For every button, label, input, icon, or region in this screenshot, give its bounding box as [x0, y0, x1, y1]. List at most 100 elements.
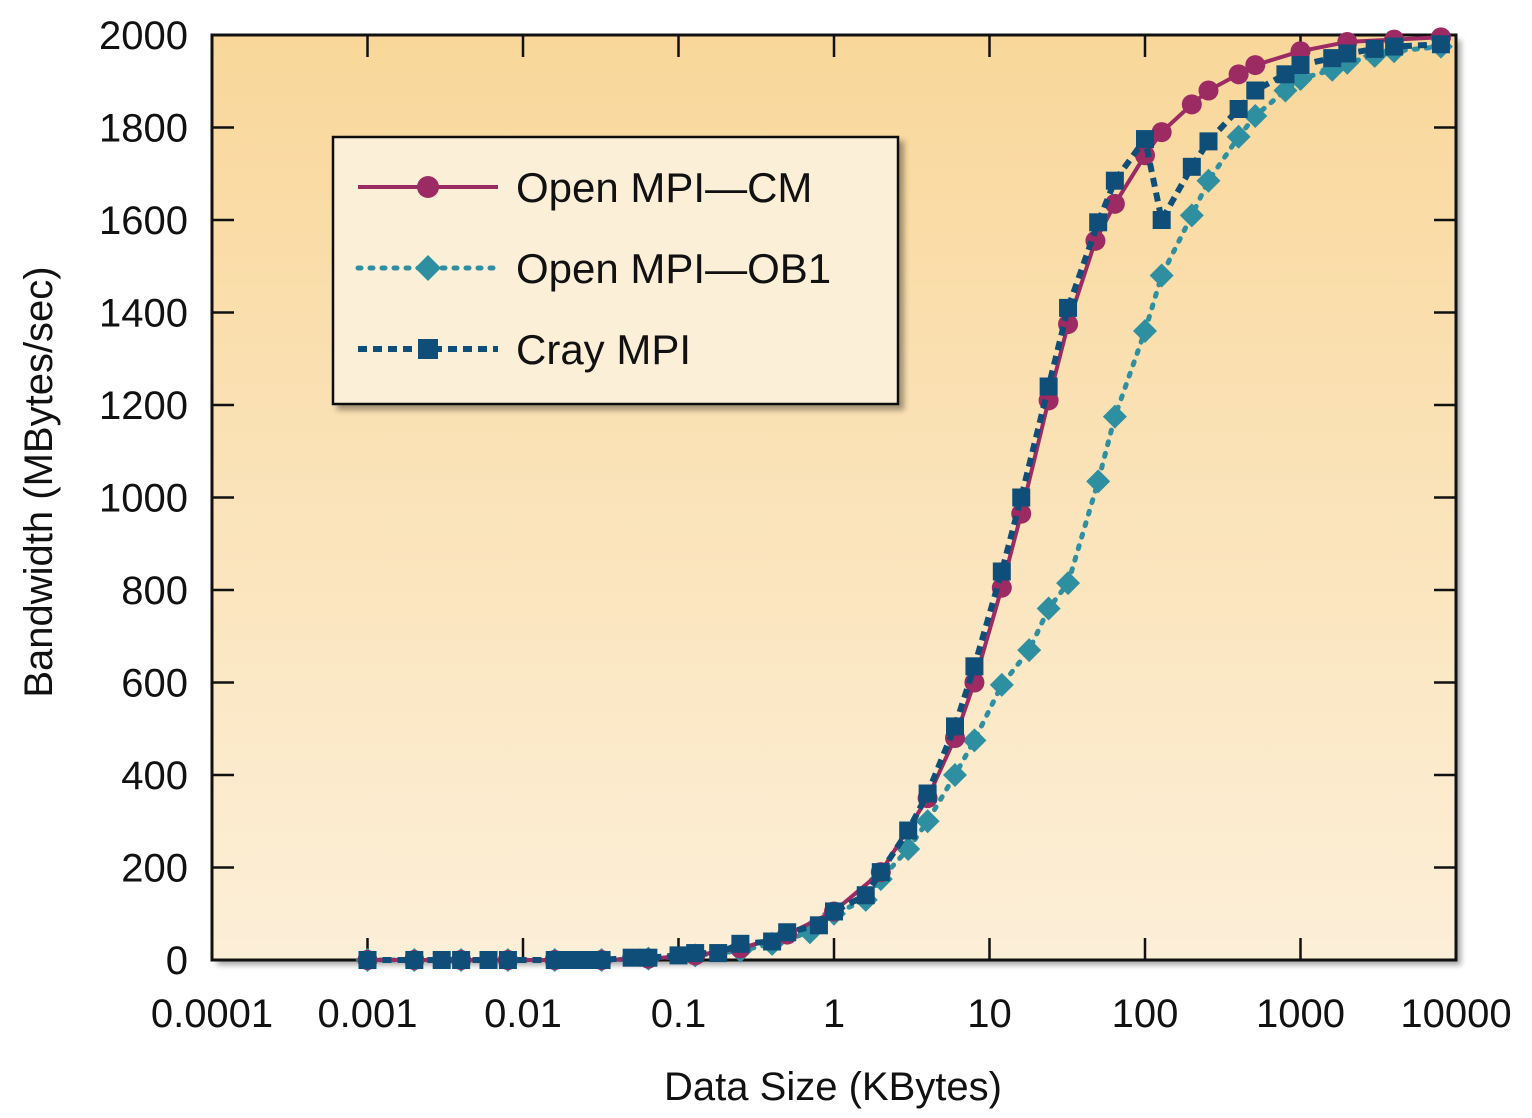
- square-marker: [871, 863, 890, 882]
- circle-marker: [1104, 193, 1125, 214]
- y-tick-label: 400: [121, 754, 188, 798]
- y-tick-label: 1600: [99, 199, 188, 243]
- x-tick-label: 1: [823, 992, 845, 1036]
- square-marker: [992, 562, 1011, 581]
- square-marker: [1199, 132, 1218, 151]
- square-marker: [825, 902, 843, 921]
- square-marker: [1291, 56, 1310, 75]
- diamond-marker: [1017, 638, 1042, 663]
- x-tick-label: 0.1: [651, 992, 707, 1036]
- square-marker: [1338, 44, 1357, 63]
- diamond-marker: [915, 809, 940, 834]
- square-marker: [1276, 65, 1295, 84]
- x-tick-label: 0.001: [317, 992, 417, 1036]
- square-marker: [1039, 377, 1058, 396]
- diamond-marker: [1102, 404, 1127, 429]
- square-marker: [763, 932, 782, 951]
- legend-items: Open MPI—CM Open MPI—OB1 Cray MPI: [355, 164, 831, 373]
- y-axis-title: Bandwidth (MBytes/sec): [17, 266, 61, 697]
- y-tick-label: 200: [121, 847, 188, 891]
- square-marker: [358, 951, 377, 969]
- x-tick-label: 1000: [1256, 992, 1345, 1036]
- y-tick-label: 1800: [99, 107, 188, 151]
- diamond-marker: [1243, 103, 1268, 128]
- square-marker: [709, 944, 728, 963]
- legend-item: Open MPI—OB1: [355, 245, 831, 292]
- square-marker: [452, 951, 471, 969]
- y-tick-label: 2000: [99, 14, 188, 58]
- y-tick-label: 1200: [99, 384, 188, 428]
- x-tick-label: 100: [1112, 992, 1179, 1036]
- x-tick-label: 0.01: [484, 992, 562, 1036]
- square-marker: [1431, 35, 1450, 54]
- x-axis-title: Data Size (KBytes): [664, 1065, 1002, 1109]
- legend: Open MPI—CM Open MPI—OB1 Cray MPI: [331, 135, 900, 406]
- legend-label: Cray MPI: [516, 326, 691, 373]
- y-tick-label: 600: [121, 662, 188, 706]
- circle-marker: [417, 176, 439, 198]
- square-marker: [418, 339, 438, 359]
- square-marker: [575, 951, 594, 969]
- square-marker: [1246, 81, 1265, 100]
- diamond-marker: [1273, 78, 1298, 103]
- diamond-marker: [989, 672, 1014, 697]
- series-2: [358, 35, 1450, 969]
- square-marker: [778, 923, 797, 942]
- square-marker: [622, 948, 641, 967]
- diamond-marker: [1149, 263, 1174, 288]
- diamond-marker: [1196, 168, 1221, 193]
- diamond-marker: [415, 255, 441, 281]
- square-marker: [1365, 39, 1384, 58]
- circle-marker: [1198, 80, 1219, 101]
- square-marker: [592, 951, 611, 969]
- square-marker: [1229, 100, 1248, 118]
- diamond-marker: [1036, 596, 1061, 621]
- square-marker: [1012, 488, 1031, 507]
- square-marker: [669, 946, 688, 965]
- square-marker: [809, 916, 828, 935]
- diamond-marker: [962, 728, 987, 753]
- square-marker: [1105, 171, 1124, 190]
- square-marker: [731, 934, 750, 953]
- square-marker: [1059, 298, 1078, 317]
- square-marker: [946, 717, 965, 736]
- legend-item: Cray MPI: [358, 326, 691, 373]
- diamond-marker: [1179, 203, 1204, 228]
- diamond-marker: [1226, 124, 1251, 149]
- circle-marker: [1245, 55, 1266, 76]
- square-marker: [1385, 37, 1404, 56]
- square-marker: [432, 951, 451, 969]
- square-marker: [498, 951, 517, 969]
- square-marker: [405, 951, 424, 969]
- diamond-marker: [1086, 469, 1111, 494]
- x-tick-label: 0.0001: [151, 992, 273, 1036]
- y-tick-label: 1000: [99, 477, 188, 521]
- legend-label: Open MPI—CM: [516, 164, 812, 211]
- square-marker: [856, 886, 875, 905]
- axis-ticks: 0.0001 0.001 0.01 0.1 1 10 100 1000 10000 0 200 400…: [99, 14, 1512, 1036]
- square-marker: [560, 951, 579, 969]
- y-tick-label: 0: [166, 939, 188, 983]
- circle-marker: [1151, 122, 1172, 143]
- square-marker: [639, 948, 658, 967]
- square-marker: [479, 951, 498, 969]
- square-marker: [899, 821, 918, 840]
- square-marker: [1182, 157, 1201, 176]
- diamond-marker: [943, 763, 968, 787]
- x-tick-label: 10: [967, 992, 1012, 1036]
- y-tick-label: 800: [121, 569, 188, 613]
- y-tick-label: 1400: [99, 292, 188, 336]
- legend-item: Open MPI—CM: [358, 164, 812, 211]
- circle-marker: [1228, 64, 1249, 85]
- square-marker: [686, 944, 705, 963]
- square-marker: [1152, 211, 1171, 229]
- square-marker: [1089, 213, 1108, 232]
- circle-marker: [1181, 94, 1202, 115]
- square-marker: [545, 951, 564, 969]
- legend-label: Open MPI—OB1: [516, 245, 831, 292]
- diamond-marker: [1133, 319, 1157, 343]
- series-layer: [355, 27, 1453, 972]
- diamond-marker: [1056, 571, 1081, 596]
